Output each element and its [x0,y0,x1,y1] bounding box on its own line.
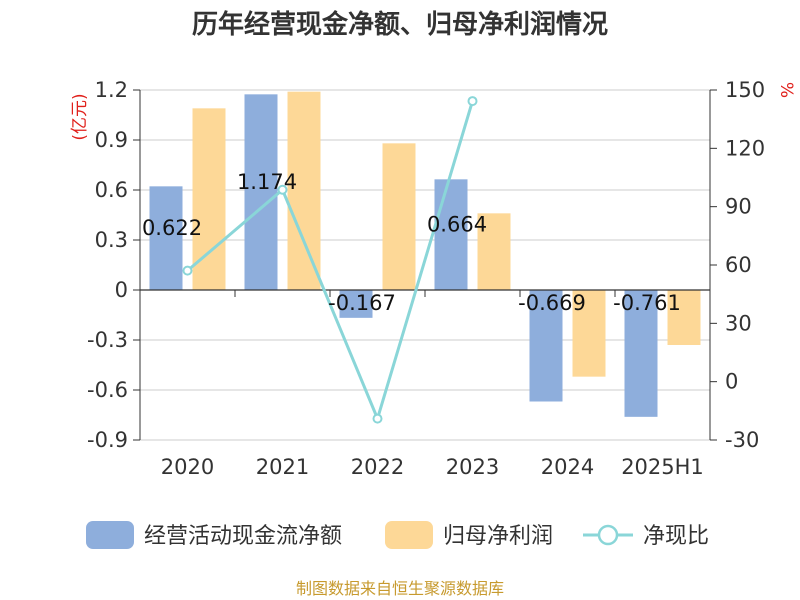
bar-net-profit [382,143,416,290]
legend-swatch-cashflow [86,521,134,549]
ratio-line [186,100,474,424]
right-tick-label: 120 [725,136,765,160]
left-tick-label: 1.2 [95,78,128,102]
left-tick-label: 0 [115,278,128,302]
category-label: 2023 [446,455,499,479]
bar-net-profit [477,213,511,290]
data-label-cashflow: -0.669 [518,291,586,315]
data-label-cashflow: 0.622 [142,216,202,240]
bar-net-profit [667,290,701,345]
category-label: 2024 [541,455,594,479]
right-tick-label: 30 [725,311,752,335]
ratio-line-layer [182,96,478,424]
bar-net-profit [287,91,321,291]
bars [149,91,701,417]
bar-cashflow [529,290,563,402]
chart-title: 历年经营现金净额、归母净利润情况 [192,9,608,40]
legend-label-ratio: 净现比 [643,524,709,549]
left-tick-label: -0.3 [87,328,128,352]
bar-cashflow [624,290,658,417]
left-tick-label: -0.6 [87,378,128,402]
data-labels: 0.622 1.174 -0.167 0.664 -0.669 -0.761 [142,170,681,315]
category-label: 2021 [256,455,309,479]
right-tick-label: 0 [725,370,738,394]
ratio-point [467,96,478,107]
ratio-point [182,265,193,276]
data-label-cashflow: -0.761 [613,291,681,315]
category-label: 2025H1 [621,455,704,479]
left-tick-label: 0.3 [95,228,128,252]
bar-net-profit [192,108,226,290]
bar-cashflow [434,179,468,290]
grid [140,89,710,441]
left-tick-label: 0.9 [95,128,128,152]
right-tick-label: 90 [725,195,752,219]
right-tick-label: -30 [725,428,759,452]
category-label: 2020 [161,455,214,479]
bar-cashflow [149,186,183,290]
left-tick-label: 0.6 [95,178,128,202]
right-tick-label: 60 [725,253,752,277]
right-axis-unit: % [776,82,796,98]
legend-swatch-net-profit [385,521,433,549]
left-tick-label: -0.9 [87,428,128,452]
ratio-point [372,413,383,424]
legend-label-net-profit: 归母净利润 [443,524,553,549]
ratio-point [277,184,288,195]
right-tick-label: 150 [725,78,765,102]
legend-marker-ratio [597,524,619,546]
bar-net-profit [572,290,606,377]
data-label-cashflow: 0.664 [427,213,487,237]
bar-cashflow [244,94,278,290]
category-label: 2022 [351,455,404,479]
data-label-cashflow: -0.167 [328,291,396,315]
data-label-cashflow: 1.174 [237,170,297,194]
bar-cashflow [339,290,373,318]
legend: 经营活动现金流净额 归母净利润 净现比 [86,521,709,549]
left-axis-unit: (亿元) [70,93,90,140]
legend-label-cashflow: 经营活动现金流净额 [144,524,342,549]
source-note: 制图数据来自恒生聚源数据库 [296,579,504,598]
axes: 1.2 0.9 0.6 0.3 0 -0.3 -0.6 -0.9 150 120 90 60 30 0 -3… [87,78,765,479]
